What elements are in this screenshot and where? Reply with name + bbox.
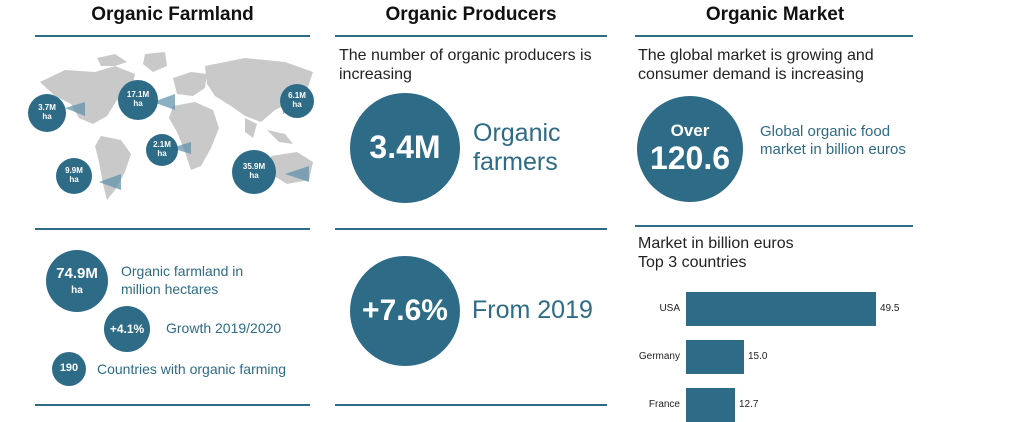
region-pin-north-america: 9.9M ha bbox=[56, 158, 92, 194]
farmland-total-value: 74.9M bbox=[56, 264, 98, 282]
countries-circle: 190 bbox=[52, 352, 86, 386]
bar-value-label: 12.7 bbox=[739, 399, 759, 410]
region-pin-latin-america: 17.1M ha bbox=[118, 80, 158, 120]
market-circle: Over 120.6 bbox=[637, 96, 743, 202]
region-unit: ha bbox=[157, 149, 167, 158]
producer-growth-circle: +7.6% bbox=[350, 256, 460, 366]
farmland-mid-rule bbox=[35, 228, 310, 230]
producers-intro: The number of organic producers is incre… bbox=[339, 47, 592, 83]
producer-growth-value: +7.6% bbox=[362, 294, 448, 328]
region-pin-asia: 6.1M ha bbox=[280, 84, 314, 118]
market-value: 120.6 bbox=[649, 140, 731, 177]
farmland-title: Organic Farmland bbox=[91, 4, 254, 25]
market-top-rule bbox=[635, 35, 913, 37]
growth-value: +4.1% bbox=[109, 321, 145, 336]
market-intro: The global market is growing and consume… bbox=[638, 47, 874, 83]
market-over: Over bbox=[670, 121, 710, 141]
farmland-top-rule bbox=[35, 35, 310, 37]
farmers-value: 3.4M bbox=[369, 129, 441, 166]
region-value: 3.7M bbox=[38, 103, 56, 113]
farmers-label-line1: Organic bbox=[473, 119, 561, 147]
farmland-bottom-rule bbox=[35, 404, 310, 406]
bar-category-label: USA bbox=[659, 303, 680, 314]
bar-category-label: France bbox=[648, 399, 680, 410]
world-map-graphic bbox=[40, 52, 313, 200]
bar-value-label: 15.0 bbox=[748, 351, 768, 362]
region-value: 9.9M bbox=[65, 166, 83, 176]
region-value: 2.1M bbox=[153, 140, 171, 150]
region-unit: ha bbox=[249, 171, 259, 180]
region-unit: ha bbox=[292, 100, 302, 109]
chart-title-line1: Market in billion euros bbox=[638, 235, 794, 252]
region-pin-europe: 3.7M ha bbox=[28, 94, 66, 132]
growth-circle: +4.1% bbox=[104, 306, 150, 352]
farmers-label-line2: farmers bbox=[473, 148, 558, 176]
market-label: Global organic food market in billion eu… bbox=[760, 123, 906, 158]
bar-usa bbox=[686, 292, 876, 326]
farmland-total-unit: ha bbox=[71, 284, 83, 296]
bar-germany bbox=[686, 340, 744, 374]
bar-france bbox=[686, 388, 735, 422]
producers-title: Organic Producers bbox=[385, 4, 557, 25]
bar-category-label: Germany bbox=[638, 351, 680, 362]
region-pin-oceania: 35.9M ha bbox=[232, 150, 276, 194]
growth-label: Growth 2019/2020 bbox=[166, 320, 282, 336]
region-unit: ha bbox=[69, 175, 79, 184]
bar-value-label: 49.5 bbox=[880, 303, 900, 314]
producers-top-rule bbox=[335, 35, 607, 37]
region-pin-africa: 2.1M ha bbox=[146, 134, 178, 166]
region-unit: ha bbox=[42, 112, 52, 121]
farmers-label: Organic farmers bbox=[473, 119, 561, 177]
farmland-total-label: Organic farmland in million hectares bbox=[121, 263, 244, 297]
farmers-circle: 3.4M bbox=[350, 93, 460, 203]
countries-label: Countries with organic farming bbox=[97, 361, 287, 377]
market-title: Organic Market bbox=[705, 4, 845, 25]
farmland-total-circle: 74.9M ha bbox=[46, 250, 108, 312]
region-value: 35.9M bbox=[242, 162, 266, 172]
region-unit: ha bbox=[133, 99, 143, 108]
region-value: 6.1M bbox=[288, 91, 306, 101]
chart-title-line2: Top 3 countries bbox=[638, 254, 747, 271]
region-value: 17.1M bbox=[126, 90, 150, 100]
producers-bottom-rule bbox=[335, 404, 607, 406]
chart-title: Market in billion euros Top 3 countries bbox=[638, 234, 898, 272]
market-mid-rule bbox=[635, 225, 913, 227]
producer-growth-label: From 2019 bbox=[472, 296, 593, 324]
producers-mid-rule bbox=[335, 228, 607, 230]
countries-value: 190 bbox=[59, 362, 79, 375]
